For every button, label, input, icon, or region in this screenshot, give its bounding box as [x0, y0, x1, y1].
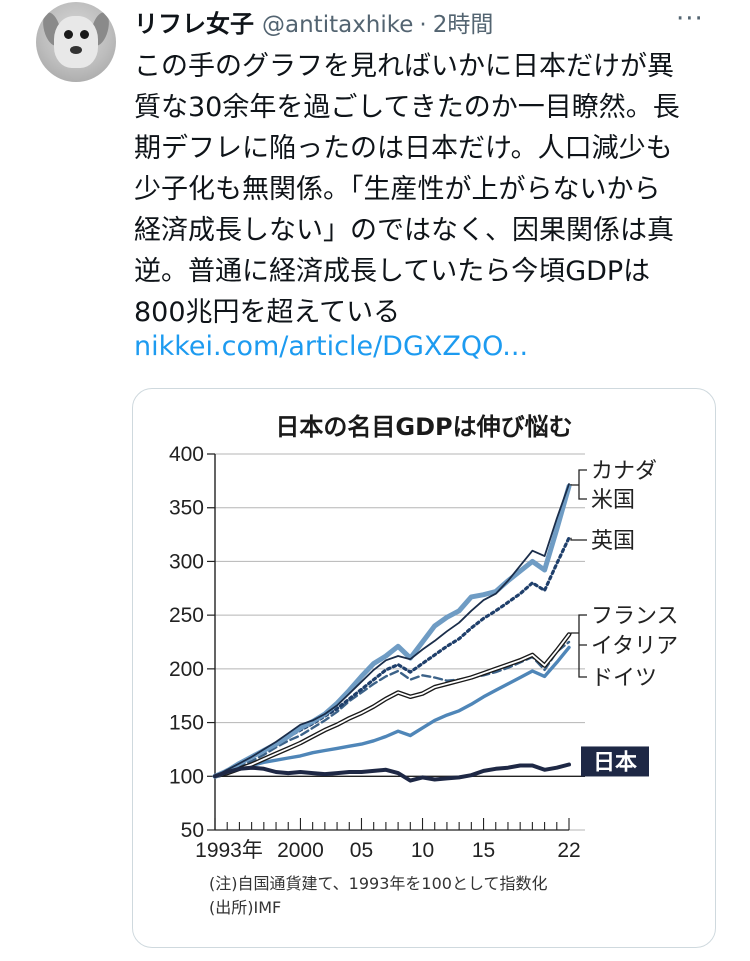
y-tick-label: 400: [169, 443, 204, 466]
tweet-line: 少子化も無関係。「生産性が上がらないから: [134, 174, 661, 205]
series-label: 英国: [591, 529, 635, 554]
series-label: ドイツ: [591, 666, 657, 691]
avatar[interactable]: [36, 2, 116, 82]
y-tick-label: 150: [169, 712, 204, 735]
series-line: [213, 640, 571, 778]
x-tick-label: 1993年: [195, 839, 263, 862]
x-tick-label: 15: [472, 839, 495, 862]
series-label: イタリア: [591, 634, 678, 659]
timestamp[interactable]: 2時間: [432, 12, 494, 38]
label-bracket: [570, 537, 587, 541]
tweet-header: リフレ女子 @antitaxhike · 2時間: [134, 4, 493, 38]
series-line: [213, 762, 571, 783]
chart-source: (出所)IMF: [209, 898, 281, 917]
chart-card[interactable]: 日本の名目GDPは伸び悩む 400 350 300 250 200 150 100 50 19…: [132, 388, 716, 948]
x-tick-label: 10: [411, 839, 434, 862]
chart-note: (注)自国通貨建て、1993年を100として指数化: [209, 874, 547, 893]
y-tick-label: 50: [181, 819, 204, 842]
y-tick-label: 200: [169, 658, 204, 681]
separator: ·: [419, 12, 427, 38]
tweet-line: 質な30余年を過ごしてきたのか一目瞭然。長: [134, 92, 680, 123]
series-label: フランス: [591, 604, 679, 629]
series-line: [213, 645, 571, 778]
label-bracket: [570, 469, 587, 500]
y-tick-label: 250: [169, 604, 204, 627]
series-label: 米国: [591, 488, 635, 513]
japan-label: 日本: [593, 750, 637, 775]
y-tick-label: 350: [169, 497, 204, 520]
x-tick-label: 05: [350, 839, 373, 862]
gdp-chart: 日本の名目GDPは伸び悩む 400 350 300 250 200 150 100 50 19…: [169, 413, 679, 917]
tweet-line: 逆。普通に経済成長していたら今頃GDPは: [134, 256, 651, 287]
x-tick-label: 22: [557, 839, 580, 862]
series-line: [214, 483, 570, 778]
tweet-line: 800兆円を超えている: [134, 297, 401, 328]
y-tick-label: 100: [169, 765, 204, 788]
user-name[interactable]: リフレ女子: [134, 10, 254, 38]
series-label: カナダ: [591, 459, 657, 484]
article-link[interactable]: nikkei.com/article/DGXZQO...: [134, 331, 529, 362]
x-tick-label: 2000: [277, 839, 324, 862]
series-line: [212, 632, 572, 779]
japan-label-box: [581, 746, 649, 777]
tweet-line: 経済成長しない」のではなく、因果関係は真: [134, 215, 674, 246]
label-bracket: [570, 614, 587, 678]
tweet-line: 期デフレに陥ったのは日本だけ。人口減少も: [134, 133, 673, 164]
series-line-inner: [214, 633, 570, 778]
user-handle[interactable]: @antitaxhike: [262, 12, 414, 38]
tweet-text: この手のグラフを見ればいかに日本だけが異 質な30余年を過ごしてきたのか一目瞭然…: [134, 46, 724, 333]
chart-title: 日本の名目GDPは伸び悩む: [275, 413, 572, 441]
tweet-line: この手のグラフを見ればいかに日本だけが異: [134, 51, 674, 82]
y-tick-label: 300: [169, 550, 204, 573]
more-dots-icon[interactable]: ···: [676, 4, 704, 34]
